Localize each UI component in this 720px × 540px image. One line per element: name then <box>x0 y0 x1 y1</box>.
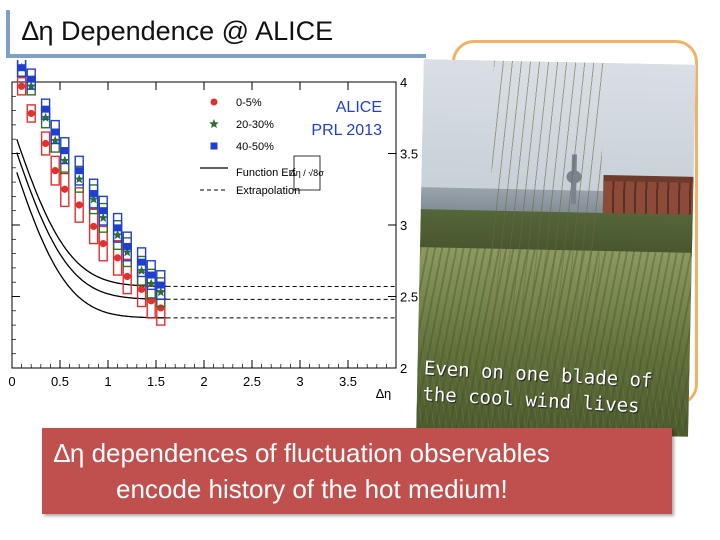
annotation-reference: PRL 2013 <box>311 122 382 139</box>
x-tick-label: 0 <box>8 374 15 389</box>
data-point-40-50 <box>90 190 98 198</box>
sys-error-box <box>60 171 70 208</box>
legend-label: Extrapolation <box>236 185 300 197</box>
title-accent-vertical <box>6 10 10 56</box>
data-point-20-30 <box>40 112 51 122</box>
data-point-20-30 <box>98 212 108 222</box>
sys-error-box <box>88 178 99 209</box>
sys-error-box <box>16 60 27 77</box>
data-point-20-30 <box>146 278 156 288</box>
annotation-experiment: ALICE <box>336 99 382 116</box>
legend-marker-square <box>210 142 218 150</box>
conclusion-banner: ∆η dependences of fluctuation observable… <box>42 428 672 514</box>
y-tick-label: 4 <box>400 75 407 90</box>
data-point-0-5 <box>42 139 50 148</box>
data-point-20-30 <box>88 194 99 204</box>
banner-line-2: encode history of the hot medium! <box>116 474 508 504</box>
legend-formula: ∆η / √8σ <box>290 168 324 178</box>
x-tick-label: 0.5 <box>51 374 69 389</box>
slide-title-bar: ∆η Dependence @ ALICE <box>6 10 426 58</box>
legend-label: 40-50% <box>236 141 274 153</box>
data-point-0-5 <box>18 82 26 90</box>
sys-error-box <box>122 231 132 262</box>
data-point-40-50 <box>99 207 107 215</box>
data-point-20-30 <box>26 81 36 91</box>
sys-error-box <box>74 187 84 223</box>
y-tick-label: 3.5 <box>400 147 418 162</box>
y-tick-label: 3 <box>400 218 407 233</box>
data-point-0-5 <box>90 222 98 231</box>
data-point-20-30 <box>112 230 123 240</box>
sys-error-box <box>40 98 51 120</box>
data-point-0-5 <box>114 254 122 262</box>
y-tick-label: 2 <box>400 361 407 376</box>
data-point-20-30 <box>136 265 147 275</box>
sys-error-box <box>146 260 156 291</box>
data-point-40-50 <box>42 105 50 113</box>
sys-error-box <box>122 258 132 295</box>
sys-error-box <box>88 208 99 245</box>
data-point-20-30 <box>122 247 132 257</box>
data-point-20-30 <box>60 155 70 165</box>
data-point-0-5 <box>123 272 131 281</box>
data-point-0-5 <box>75 201 83 209</box>
x-axis-label: ∆η <box>376 386 391 400</box>
x-tick-label: 1.5 <box>147 374 165 389</box>
data-point-40-50 <box>51 128 59 136</box>
legend-label: 0-5% <box>236 97 262 109</box>
grass-photo: Even on one blade of the cool wind lives <box>416 59 696 437</box>
sys-error-box <box>40 131 51 156</box>
legend-marker-star <box>209 119 219 128</box>
legend-marker-circle <box>210 98 218 106</box>
data-point-0-5 <box>138 285 146 293</box>
legend-label: 20-30% <box>236 119 274 131</box>
data-point-40-50 <box>114 224 122 232</box>
sys-error-box <box>74 155 84 186</box>
data-point-0-5 <box>99 239 107 248</box>
data-point-0-5 <box>61 185 69 193</box>
sys-error-box <box>112 212 123 243</box>
data-point-40-50 <box>27 75 35 83</box>
data-point-0-5 <box>157 304 165 312</box>
data-point-40-50 <box>138 258 146 266</box>
delta-eta-chart: 0 0.5 1 1.5 2 2.5 3 3.5 ∆η 2 2.5 3 3.5 4 ALICE PRL 201… <box>8 60 418 400</box>
sys-error-box <box>136 247 147 278</box>
data-point-40-50 <box>123 242 131 250</box>
data-point-0-5 <box>51 167 59 175</box>
sys-error-box <box>112 240 123 276</box>
y-tick-label: 2.5 <box>400 290 418 305</box>
sys-error-box <box>26 68 36 90</box>
legend-label: Function Erf <box>236 167 296 179</box>
sys-error-box <box>98 195 108 226</box>
data-point-40-50 <box>75 167 83 175</box>
data-point-40-50 <box>147 271 155 279</box>
x-tick-label: 2 <box>200 374 207 389</box>
data-point-0-5 <box>27 109 35 118</box>
x-tick-label: 1 <box>104 374 111 389</box>
data-point-20-30 <box>74 174 84 184</box>
sys-error-box <box>50 155 60 186</box>
sys-error-box <box>26 104 36 123</box>
erf-fit-curve <box>16 152 167 300</box>
data-point-20-30 <box>156 287 166 297</box>
x-tick-label: 3.5 <box>339 374 357 389</box>
x-tick-label: 2.5 <box>243 374 261 389</box>
sys-error-box <box>98 225 108 262</box>
data-point-20-30 <box>50 135 60 145</box>
sys-error-box <box>60 137 70 165</box>
sys-error-box <box>50 119 60 145</box>
banner-line-1: ∆η dependences of fluctuation observable… <box>54 438 550 468</box>
data-point-40-50 <box>18 64 26 72</box>
title-accent-horizontal <box>6 54 426 58</box>
sys-error-box <box>16 77 27 96</box>
data-point-40-50 <box>157 281 165 289</box>
slide-title: ∆η Dependence @ ALICE <box>22 16 334 46</box>
sys-error-box <box>156 270 166 301</box>
erf-fit-curve <box>16 172 167 319</box>
data-point-0-5 <box>147 297 155 305</box>
data-point-40-50 <box>61 147 69 155</box>
legend-formula-paren <box>293 155 321 191</box>
x-tick-label: 3 <box>296 374 303 389</box>
